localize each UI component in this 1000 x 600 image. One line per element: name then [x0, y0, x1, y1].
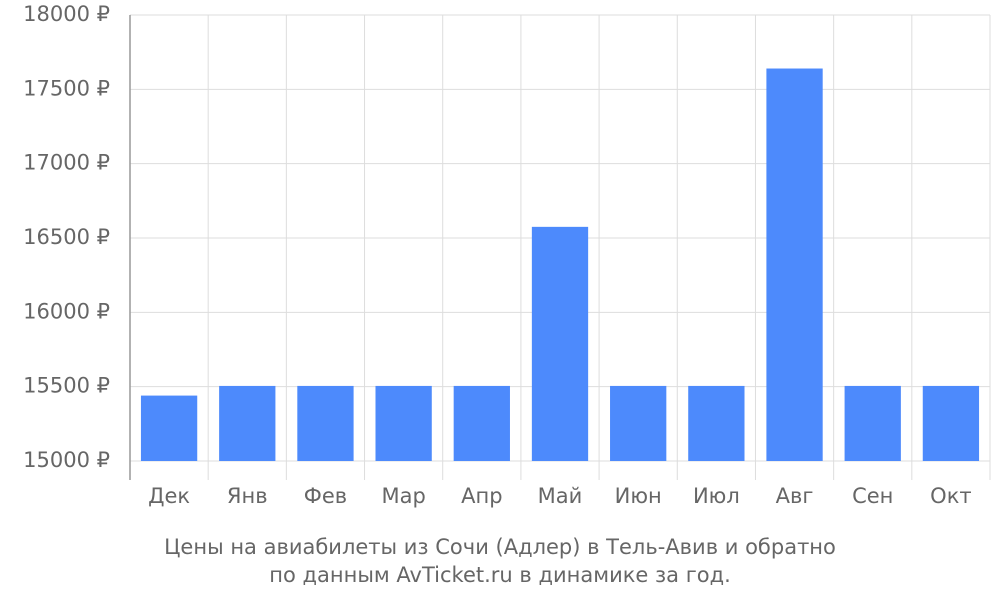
x-tick-label: Июл	[693, 484, 740, 508]
bar	[219, 385, 276, 461]
y-tick-label: 16000 ₽	[23, 299, 110, 323]
y-tick-label: 15500 ₽	[23, 374, 110, 398]
bar	[531, 226, 589, 461]
bar	[297, 385, 354, 461]
x-tick-label: Мар	[381, 484, 425, 508]
x-tick-label: Янв	[227, 484, 268, 508]
x-tick-label: Дек	[148, 484, 190, 508]
bar	[766, 68, 823, 462]
bar	[844, 385, 901, 461]
y-tick-label: 16500 ₽	[23, 225, 110, 249]
x-tick-label: Окт	[930, 484, 971, 508]
y-tick-label: 15000 ₽	[23, 448, 110, 472]
chart-caption: Цены на авиабилеты из Сочи (Адлер) в Тел…	[164, 535, 836, 559]
x-tick-label: Сен	[852, 484, 893, 508]
bar	[453, 385, 510, 461]
bar	[375, 385, 432, 461]
bar	[688, 385, 745, 461]
chart-caption: по данным AvTicket.ru в динамике за год.	[269, 563, 731, 587]
y-tick-label: 17500 ₽	[23, 76, 110, 100]
x-tick-label: Фев	[304, 484, 347, 508]
bar	[922, 385, 980, 461]
y-tick-label: 17000 ₽	[23, 151, 110, 175]
y-tick-label: 18000 ₽	[23, 2, 110, 26]
x-tick-label: Авг	[776, 484, 814, 508]
x-tick-label: Июн	[615, 484, 662, 508]
bar	[140, 395, 198, 461]
x-tick-label: Апр	[461, 484, 502, 508]
x-tick-label: Май	[538, 484, 583, 508]
bar	[610, 385, 667, 461]
